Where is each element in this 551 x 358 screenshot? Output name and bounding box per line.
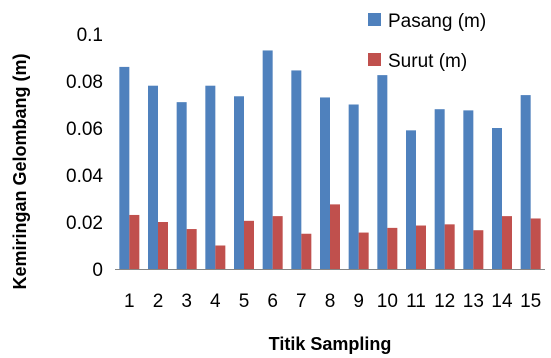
y-tick-label: 0.1 — [77, 25, 103, 46]
x-tick-label: 5 — [239, 291, 250, 312]
x-axis-ticks: 1 2 3 4 5 6 7 8 9 10 11 12 13 14 15 — [124, 291, 541, 312]
bar-pasang-5 — [234, 96, 244, 270]
y-tick-label: 0.04 — [66, 166, 103, 187]
x-tick-label: 9 — [353, 291, 364, 312]
x-tick-label: 13 — [463, 291, 484, 312]
legend-swatch-surut — [368, 53, 381, 66]
x-tick-label: 4 — [210, 291, 221, 312]
y-tick-label: 0.08 — [66, 72, 103, 93]
bar-pasang-2 — [148, 85, 158, 269]
x-tick-label: 3 — [181, 291, 192, 312]
bar-pasang-14 — [492, 128, 502, 269]
x-tick-label: 15 — [520, 291, 541, 312]
y-tick-label: 0.06 — [66, 119, 103, 140]
bar-pasang-1 — [119, 66, 130, 270]
bar-pasang-12 — [434, 109, 445, 269]
x-tick-label: 7 — [296, 291, 307, 312]
y-axis-ticks: 0 0.02 0.04 0.06 0.08 0.1 — [66, 25, 103, 281]
bar-pasang-4 — [205, 85, 216, 269]
bar-surut-10 — [387, 227, 398, 269]
bar-surut-5 — [244, 220, 254, 269]
x-tick-label: 8 — [325, 291, 336, 312]
x-tick-label: 14 — [491, 291, 513, 312]
bar-pasang-9 — [348, 104, 359, 269]
bar-surut-11 — [416, 225, 426, 269]
bar-surut-6 — [272, 216, 283, 269]
bar-surut-15 — [530, 218, 541, 269]
x-tick-label: 11 — [406, 291, 426, 312]
x-tick-label: 12 — [434, 291, 455, 312]
bar-pasang-13 — [463, 110, 474, 269]
bar-surut-7 — [301, 233, 312, 269]
x-tick-label: 10 — [377, 291, 398, 312]
bar-surut-2 — [158, 222, 168, 269]
bar-pasang-11 — [406, 130, 416, 269]
x-tick-label: 2 — [153, 291, 164, 312]
bar-surut-4 — [215, 245, 226, 269]
legend-label-pasang: Pasang (m) — [388, 11, 486, 32]
bar-surut-1 — [129, 214, 140, 269]
bar-surut-3 — [186, 229, 197, 269]
bar-surut-8 — [330, 204, 340, 269]
bars — [119, 50, 541, 270]
bar-pasang-3 — [176, 102, 187, 270]
x-tick-label: 1 — [124, 291, 135, 312]
bar-pasang-7 — [291, 70, 302, 269]
legend-label-surut: Surut (m) — [388, 51, 467, 72]
bar-surut-13 — [473, 230, 484, 269]
y-tick-label: 0 — [92, 260, 103, 281]
bar-pasang-15 — [520, 95, 531, 269]
bar-pasang-6 — [262, 50, 273, 270]
y-axis-title: Kemiringan Gelombang (m) — [10, 53, 30, 289]
bar-surut-12 — [444, 224, 455, 269]
bar-pasang-10 — [377, 75, 388, 269]
x-tick-label: 6 — [267, 291, 278, 312]
bar-surut-9 — [358, 232, 369, 269]
x-axis-title: Titik Sampling — [269, 334, 392, 354]
legend: Pasang (m) Surut (m) — [368, 11, 486, 72]
bar-surut-14 — [502, 216, 512, 269]
legend-swatch-pasang — [368, 13, 381, 26]
bar-pasang-8 — [320, 97, 330, 269]
y-tick-label: 0.02 — [66, 213, 103, 234]
